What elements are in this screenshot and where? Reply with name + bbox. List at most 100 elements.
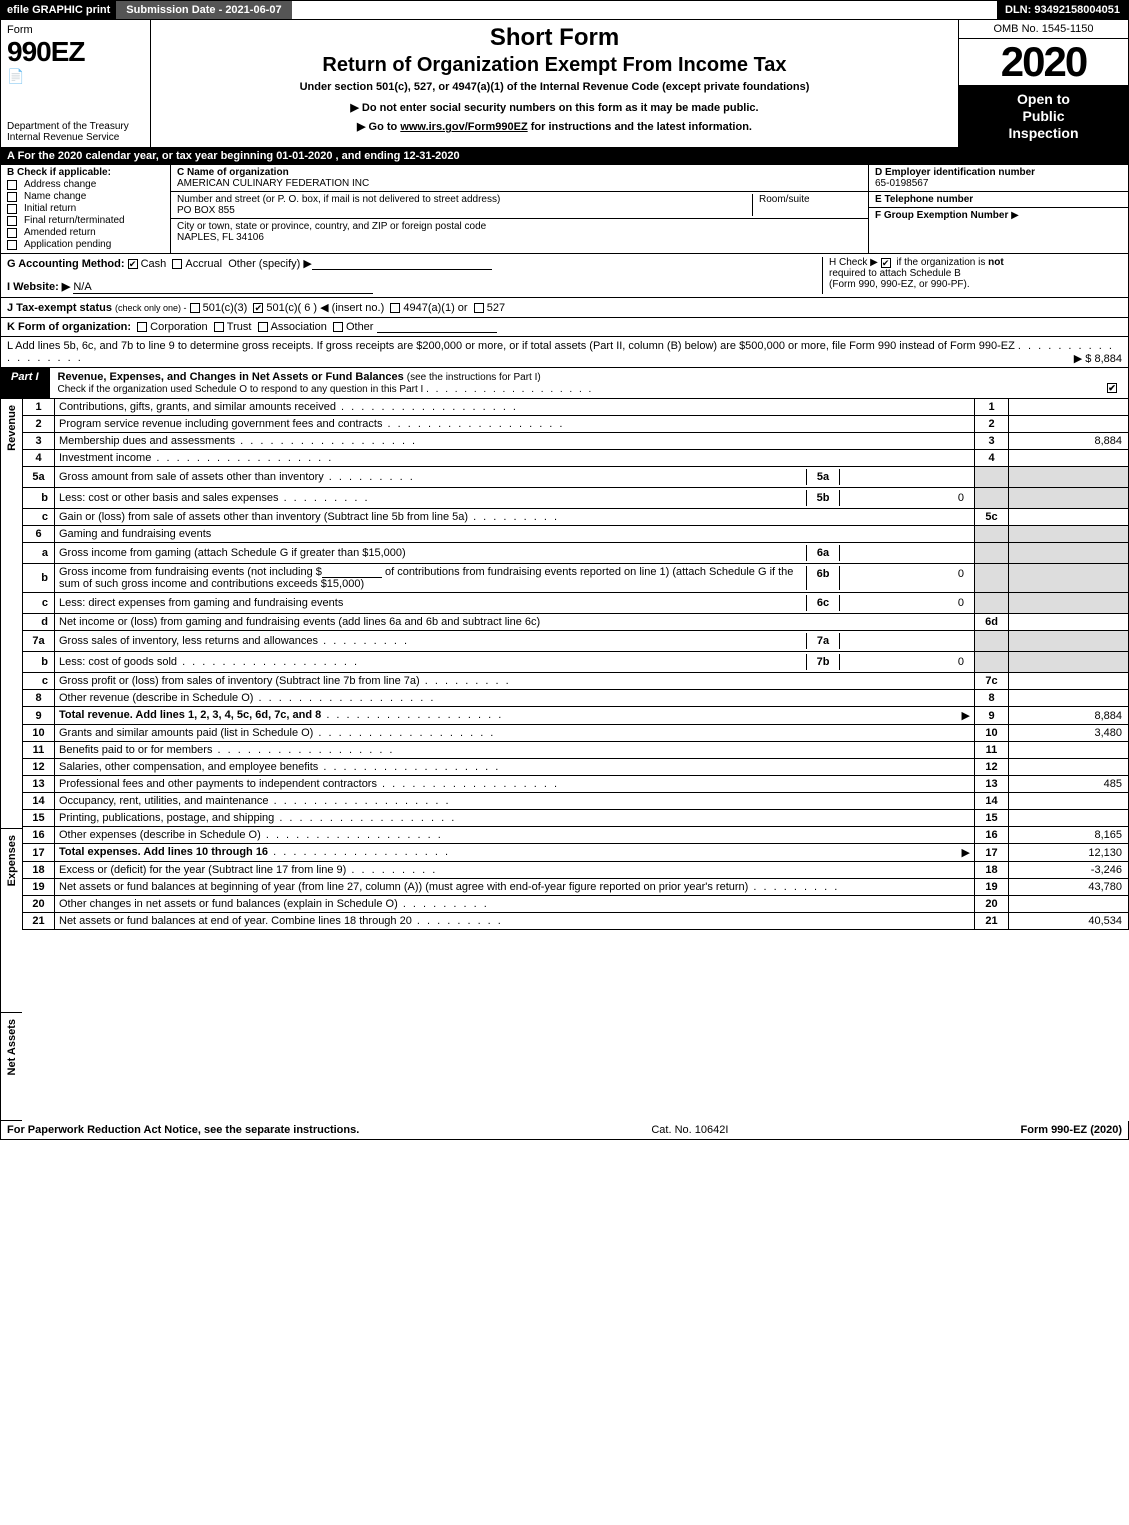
line-num: 18	[23, 862, 55, 879]
line-amt	[1009, 614, 1129, 631]
side-expenses-text: Expenses	[6, 829, 18, 892]
mini-amt: 0	[840, 566, 970, 590]
line-desc: Gross income from fundraising events (no…	[55, 564, 975, 593]
chk-501c3[interactable]	[190, 303, 200, 313]
line-amt	[1009, 759, 1129, 776]
dots-icon	[274, 812, 456, 824]
line-desc: Other revenue (describe in Schedule O)	[55, 690, 975, 707]
chk-amended-return[interactable]: Amended return	[7, 227, 164, 238]
j-label: J Tax-exempt status	[7, 302, 112, 314]
dept-irs: Internal Revenue Service	[7, 132, 119, 143]
chk-final-return[interactable]: Final return/terminated	[7, 215, 164, 226]
line-6d: dNet income or (loss) from gaming and fu…	[23, 614, 1129, 631]
chk-trust[interactable]	[214, 322, 224, 332]
d-value: 65-0198567	[875, 178, 928, 189]
mini-box: 6c	[806, 595, 840, 611]
line-box: 4	[975, 450, 1009, 467]
line-amt: 40,534	[1009, 913, 1129, 930]
line-desc: Occupancy, rent, utilities, and maintena…	[55, 793, 975, 810]
checkbox-icon	[7, 180, 17, 190]
line-desc: Total revenue. Add lines 1, 2, 3, 4, 5c,…	[55, 707, 975, 725]
chk-corp[interactable]	[137, 322, 147, 332]
footer-catno: Cat. No. 10642I	[359, 1124, 1020, 1136]
dots-icon	[377, 778, 559, 790]
line-18: 18Excess or (deficit) for the year (Subt…	[23, 862, 1129, 879]
k-other-field[interactable]	[377, 321, 497, 333]
j-o1: 501(c)(3)	[203, 302, 248, 314]
c-label: C Name of organization	[177, 167, 289, 178]
h-not: not	[988, 257, 1004, 268]
chk-name-change[interactable]: Name change	[7, 191, 164, 202]
line-19: 19Net assets or fund balances at beginni…	[23, 879, 1129, 896]
desc-text: Investment income	[59, 452, 151, 464]
open-line2: Public	[1022, 108, 1064, 124]
line-amt: 8,884	[1009, 707, 1129, 725]
chk-accrual[interactable]	[172, 259, 182, 269]
checkbox-icon	[7, 228, 17, 238]
line-2: 2Program service revenue including gover…	[23, 416, 1129, 433]
line-num: c	[23, 593, 55, 614]
chk-other-org[interactable]	[333, 322, 343, 332]
chk-label: Amended return	[24, 227, 96, 238]
chk-address-change[interactable]: Address change	[7, 179, 164, 190]
checkbox-icon	[7, 216, 17, 226]
dots-icon	[398, 898, 489, 910]
chk-initial-return[interactable]: Initial return	[7, 203, 164, 214]
col-b-header: B Check if applicable:	[7, 167, 164, 178]
chk-application-pending[interactable]: Application pending	[7, 239, 164, 250]
part1-title-text: Revenue, Expenses, and Changes in Net As…	[58, 371, 404, 383]
line-amt	[1009, 896, 1129, 913]
dots-icon	[336, 401, 518, 413]
l-amount: ▶ $ 8,884	[1074, 352, 1122, 365]
city-label: City or town, state or province, country…	[177, 221, 486, 232]
arrow-icon: ▶	[962, 846, 970, 859]
line-num: 8	[23, 690, 55, 707]
irs-link[interactable]: www.irs.gov/Form990EZ	[400, 121, 527, 133]
line-desc: Total expenses. Add lines 10 through 16 …	[55, 844, 975, 862]
d-ein: D Employer identification number 65-0198…	[869, 165, 1128, 192]
line-10: 10Grants and similar amounts paid (list …	[23, 725, 1129, 742]
line-num: 20	[23, 896, 55, 913]
line-box: 3	[975, 433, 1009, 450]
desc-text: Gross income from fundraising events (no…	[59, 566, 806, 590]
chk-schedule-o[interactable]	[1107, 383, 1117, 393]
dots-icon	[235, 435, 417, 447]
chk-4947[interactable]	[390, 303, 400, 313]
j-o4: 527	[487, 302, 505, 314]
dots-icon	[279, 492, 370, 504]
line-20: 20Other changes in net assets or fund ba…	[23, 896, 1129, 913]
line-num: 16	[23, 827, 55, 844]
line-12: 12Salaries, other compensation, and empl…	[23, 759, 1129, 776]
chk-cash[interactable]	[128, 259, 138, 269]
chk-527[interactable]	[474, 303, 484, 313]
line-desc: Net assets or fund balances at beginning…	[55, 879, 975, 896]
chk-label: Initial return	[24, 203, 76, 214]
chk-h[interactable]	[881, 258, 891, 268]
k-label: K Form of organization:	[7, 321, 131, 333]
dots-icon	[313, 727, 495, 739]
contrib-field[interactable]	[322, 566, 382, 578]
header-center: Short Form Return of Organization Exempt…	[151, 20, 958, 147]
line-amt: 8,165	[1009, 827, 1129, 844]
line-box: 20	[975, 896, 1009, 913]
e-label: E Telephone number	[875, 194, 973, 205]
desc-text: Less: cost of goods sold	[59, 656, 177, 668]
chk-501c[interactable]	[253, 303, 263, 313]
c-name-row: C Name of organization AMERICAN CULINARY…	[171, 165, 868, 192]
line-amt: 12,130	[1009, 844, 1129, 862]
g-cash: Cash	[141, 258, 167, 270]
dln-label: DLN: 93492158004051	[997, 1, 1128, 19]
header-left: Form 990EZ 📄 Department of the Treasury …	[1, 20, 151, 147]
chk-assoc[interactable]	[258, 322, 268, 332]
line-11: 11Benefits paid to or for members11	[23, 742, 1129, 759]
desc-text: Gross sales of inventory, less returns a…	[59, 635, 318, 647]
line-desc: Professional fees and other payments to …	[55, 776, 975, 793]
footer-right: Form 990-EZ (2020)	[1021, 1124, 1123, 1136]
part1-check-text: Check if the organization used Schedule …	[58, 384, 424, 395]
desc-text: Total expenses. Add lines 10 through 16	[59, 846, 268, 858]
g-other-field[interactable]	[312, 258, 492, 270]
line-4: 4Investment income4	[23, 450, 1129, 467]
line-num: 9	[23, 707, 55, 725]
line-desc: Contributions, gifts, grants, and simila…	[55, 399, 975, 416]
dots-icon	[412, 915, 503, 927]
